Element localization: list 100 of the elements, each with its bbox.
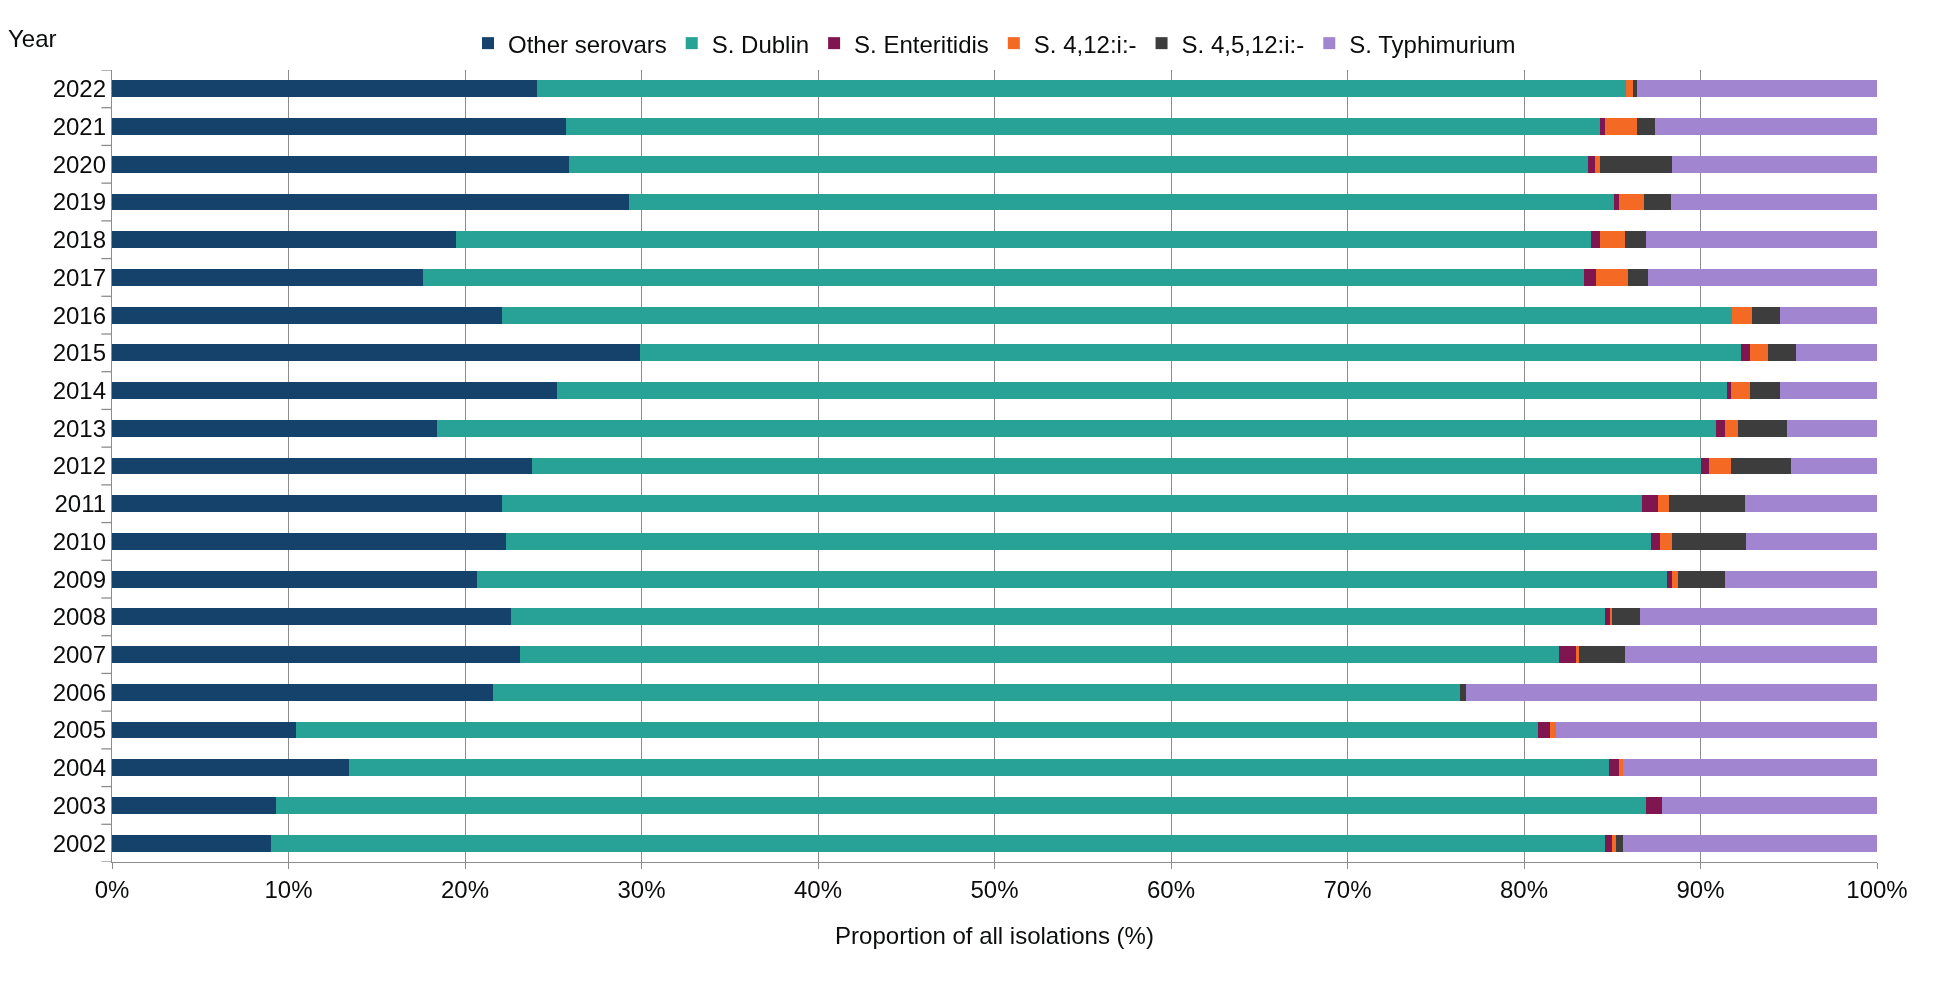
bar bbox=[1654, 118, 1877, 136]
y-tick-label: 2022 bbox=[52, 75, 107, 103]
bar bbox=[112, 118, 566, 136]
bar bbox=[493, 683, 1461, 701]
bar bbox=[1599, 231, 1625, 249]
bar bbox=[1651, 532, 1660, 550]
bar bbox=[1624, 646, 1877, 664]
bar bbox=[1576, 646, 1579, 664]
bar bbox=[112, 532, 506, 550]
bar bbox=[1725, 570, 1877, 588]
bar bbox=[1622, 834, 1877, 852]
bar bbox=[1460, 683, 1466, 701]
bar bbox=[1612, 608, 1641, 626]
bar bbox=[1636, 118, 1655, 136]
y-tick-label: 2016 bbox=[52, 301, 107, 329]
bar bbox=[639, 344, 1742, 362]
x-tick-label: 90% bbox=[1676, 875, 1725, 903]
bar bbox=[569, 155, 1588, 173]
bar bbox=[1790, 457, 1877, 475]
bar bbox=[112, 646, 520, 664]
bar bbox=[1642, 495, 1659, 513]
bar bbox=[1633, 80, 1637, 98]
x-tick-label: 60% bbox=[1146, 875, 1196, 903]
bar bbox=[1612, 834, 1616, 852]
bar bbox=[1538, 721, 1551, 739]
bar bbox=[1591, 231, 1600, 249]
y-tick-label: 2011 bbox=[54, 490, 107, 518]
bar bbox=[1744, 495, 1877, 513]
bar bbox=[556, 382, 1727, 400]
bar bbox=[112, 834, 271, 852]
y-tick-label: 2006 bbox=[52, 678, 107, 706]
y-tick-label: 2014 bbox=[52, 376, 107, 404]
y-tick-label: 2018 bbox=[52, 226, 107, 254]
bar bbox=[112, 382, 557, 400]
bar bbox=[112, 193, 630, 211]
bar bbox=[1749, 382, 1780, 400]
x-tick-label: 70% bbox=[1323, 875, 1372, 903]
bar bbox=[519, 646, 1560, 664]
bar bbox=[1645, 796, 1662, 814]
bar bbox=[1626, 80, 1634, 98]
y-tick-label: 2012 bbox=[52, 452, 107, 480]
bar bbox=[1746, 532, 1877, 550]
bar bbox=[502, 495, 1643, 513]
y-tick-label: 2013 bbox=[52, 414, 107, 442]
bar bbox=[1672, 532, 1747, 550]
bar bbox=[1599, 118, 1606, 136]
bar bbox=[1555, 721, 1877, 739]
x-axis-title: Proportion of all isolations (%) bbox=[835, 922, 1154, 950]
legend-label: Other serovars bbox=[508, 30, 667, 58]
bar bbox=[276, 796, 1646, 814]
bar bbox=[456, 231, 1592, 249]
bar bbox=[1672, 570, 1678, 588]
legend-label: S. Dublin bbox=[711, 30, 810, 58]
bar bbox=[1751, 306, 1780, 324]
bar bbox=[1622, 759, 1877, 777]
bar bbox=[1615, 834, 1623, 852]
bar bbox=[1640, 608, 1877, 626]
bar bbox=[477, 570, 1667, 588]
bar bbox=[112, 155, 570, 173]
bar bbox=[1725, 419, 1738, 437]
bar bbox=[1779, 382, 1877, 400]
bar bbox=[112, 796, 277, 814]
y-tick-label: 2002 bbox=[52, 829, 107, 857]
bar bbox=[1647, 268, 1877, 286]
bar bbox=[112, 759, 349, 777]
bar bbox=[112, 683, 494, 701]
bar bbox=[112, 306, 503, 324]
y-tick-label: 2005 bbox=[52, 716, 107, 744]
bar bbox=[1578, 646, 1625, 664]
x-tick-label: 20% bbox=[440, 875, 490, 903]
bar bbox=[1672, 155, 1877, 173]
x-tick-label: 30% bbox=[617, 875, 666, 903]
bar bbox=[565, 118, 1600, 136]
legend-label: S. Enteritidis bbox=[854, 30, 989, 58]
bar bbox=[1659, 532, 1673, 550]
legend-label: S. 4,12:i:- bbox=[1033, 30, 1137, 58]
bar bbox=[1587, 155, 1595, 173]
bar bbox=[112, 721, 296, 739]
bar bbox=[505, 532, 1652, 550]
bar bbox=[112, 344, 640, 362]
bar bbox=[112, 231, 457, 249]
bar bbox=[1730, 457, 1791, 475]
bar bbox=[1596, 268, 1629, 286]
x-tick-label: 10% bbox=[264, 875, 313, 903]
x-tick-label: 40% bbox=[793, 875, 843, 903]
bar bbox=[1619, 759, 1623, 777]
bar bbox=[502, 306, 1733, 324]
bar bbox=[112, 268, 423, 286]
bar bbox=[510, 608, 1606, 626]
y-tick-label: 2009 bbox=[52, 565, 107, 593]
bar bbox=[1786, 419, 1877, 437]
bar bbox=[537, 80, 1627, 98]
bar bbox=[1584, 268, 1597, 286]
x-tick-label: 0% bbox=[94, 875, 130, 903]
bar bbox=[295, 721, 1539, 739]
y-axis-title: Year bbox=[8, 25, 57, 52]
bar bbox=[1658, 495, 1669, 513]
bar bbox=[1670, 193, 1877, 211]
bar bbox=[1741, 344, 1750, 362]
bar bbox=[1668, 495, 1745, 513]
